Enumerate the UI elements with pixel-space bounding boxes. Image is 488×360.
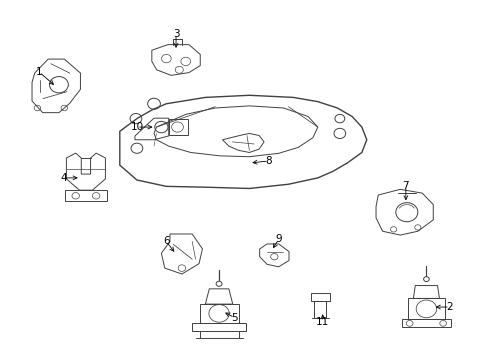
Text: 9: 9 [275, 234, 282, 244]
Text: 11: 11 [315, 317, 329, 327]
Text: 2: 2 [446, 302, 452, 312]
Text: 7: 7 [402, 181, 408, 192]
Text: 5: 5 [231, 312, 238, 323]
Text: 10: 10 [130, 122, 143, 132]
Text: 3: 3 [172, 29, 179, 39]
Text: 6: 6 [163, 237, 169, 246]
Text: 4: 4 [60, 173, 67, 183]
Text: 1: 1 [36, 67, 42, 77]
Text: 8: 8 [265, 156, 272, 166]
